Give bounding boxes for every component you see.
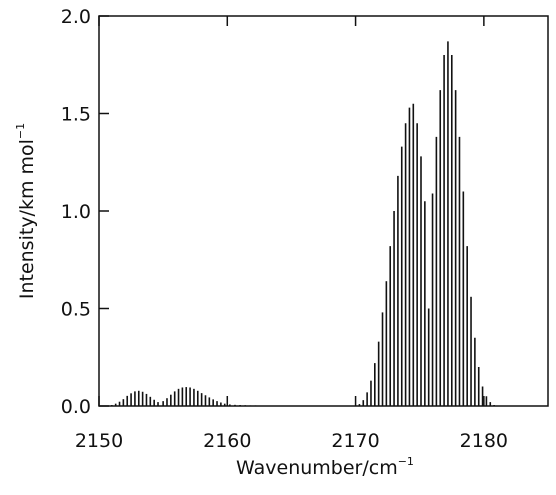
axis-ticks: 2150 2160 2170 2180 0.0 0.5 1.0 1.5 2.0 <box>61 6 508 452</box>
plot-frame <box>98 15 549 407</box>
y-tick-label: 0.5 <box>61 299 91 321</box>
y-tick-label: 2.0 <box>61 6 91 28</box>
x-tick-label: 2170 <box>331 430 379 452</box>
x-tick-label: 2180 <box>460 430 508 452</box>
y-tick-label: 1.5 <box>61 104 91 126</box>
spectral-lines <box>111 41 495 406</box>
y-axis-label-base: Intensity/km mol <box>16 139 38 299</box>
x-tick-label: 2160 <box>203 430 251 452</box>
y-tick-label: 1.0 <box>61 201 91 223</box>
y-axis-label: Intensity/km mol−1 <box>14 123 38 299</box>
x-tick-label: 2150 <box>75 430 123 452</box>
y-tick-label: 0.0 <box>61 396 91 418</box>
x-axis-label-sup: −1 <box>398 455 414 468</box>
x-axis-label: Wavenumber/cm−1 <box>236 455 414 479</box>
x-axis-label-base: Wavenumber/cm <box>236 457 398 479</box>
y-axis-label-sup: −1 <box>14 123 27 139</box>
